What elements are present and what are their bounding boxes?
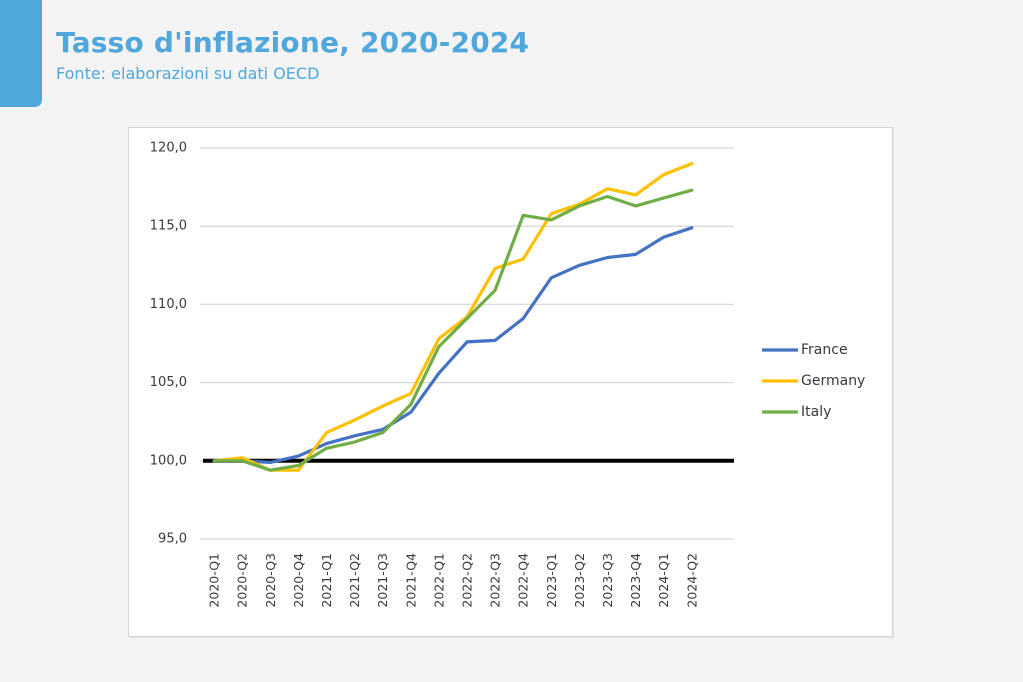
series-line-italy <box>212 188 694 472</box>
page-title: Tasso d'inflazione, 2020-2024 <box>56 26 530 59</box>
y-tick-label: 115,0 <box>150 219 187 234</box>
series-lines <box>212 162 694 472</box>
x-tick-label: 2020-Q2 <box>235 553 250 608</box>
x-tick-label: 2020-Q4 <box>291 553 306 608</box>
x-tick-label: 2022-Q4 <box>516 553 531 608</box>
x-tick-label: 2022-Q2 <box>460 553 475 608</box>
y-tick-label: 120,0 <box>150 141 187 156</box>
x-tick-label: 2023-Q3 <box>600 553 615 608</box>
y-tick-label: 100,0 <box>150 453 187 468</box>
y-tick-label: 110,0 <box>150 297 187 312</box>
x-tick-label: 2020-Q1 <box>207 553 222 608</box>
x-tick-label: 2023-Q4 <box>628 553 643 608</box>
x-tick-label: 2021-Q4 <box>403 553 418 608</box>
y-tick-label: 105,0 <box>150 375 187 390</box>
y-tick-label: 95,0 <box>158 532 187 547</box>
x-tick-label: 2023-Q2 <box>572 553 587 608</box>
x-tick-label: 2022-Q3 <box>488 553 503 608</box>
x-tick-label: 2022-Q1 <box>431 553 446 608</box>
header-accent-bar <box>0 0 42 107</box>
x-tick-label: 2021-Q3 <box>375 553 390 608</box>
x-tick-label: 2021-Q2 <box>347 553 362 608</box>
x-tick-label: 2020-Q3 <box>263 553 278 608</box>
legend-label-italy: Italy <box>801 404 831 420</box>
x-axis-ticks: 2020-Q1 2020-Q2 2020-Q3 2020-Q4 2021-Q1 2021-… <box>207 553 700 608</box>
page-subtitle: Fonte: elaborazioni su dati OECD <box>56 64 320 83</box>
series-line-france <box>212 226 694 464</box>
series-line-germany <box>212 162 694 472</box>
legend-label-france: France <box>801 342 848 358</box>
x-tick-label: 2023-Q1 <box>544 553 559 608</box>
x-tick-label: 2024-Q2 <box>684 553 699 608</box>
y-axis-ticks: 95,0 100,0 105,0 110,0 115,0 120,0 <box>150 141 187 547</box>
legend: France Germany Italy <box>762 342 865 420</box>
x-tick-label: 2024-Q1 <box>656 553 671 608</box>
legend-label-germany: Germany <box>801 373 865 389</box>
x-tick-label: 2021-Q1 <box>319 553 334 608</box>
